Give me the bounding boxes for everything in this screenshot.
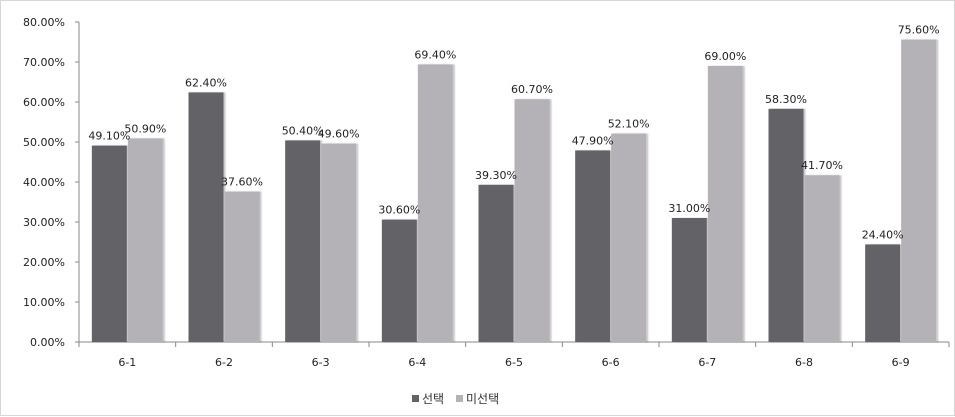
bar-selected [91, 145, 127, 342]
legend-label: 미선택 [466, 392, 499, 406]
x-tick-label: 6-8 [795, 356, 813, 369]
y-tick-label: 0.00% [30, 336, 65, 349]
bar-unselected [707, 66, 743, 342]
data-label: 52.10% [608, 118, 650, 131]
y-tick-label: 40.00% [23, 176, 65, 189]
y-tick-label: 60.00% [23, 96, 65, 109]
data-label: 24.40% [862, 228, 904, 241]
x-tick-label: 6-5 [505, 356, 523, 369]
x-axis: 6-1 6-2 6-3 6-4 6-5 6-6 6-7 6-8 6-9 [78, 341, 950, 369]
bar-selected [478, 184, 514, 342]
data-label: 50.40% [282, 124, 324, 137]
y-axis: 0.00% 10.00% 20.00% 30.00% 40.00% 50.00% 60.00… [23, 16, 80, 349]
x-tick-label: 6-2 [215, 356, 233, 369]
y-tick-label: 10.00% [23, 296, 65, 309]
y-tick-label: 50.00% [23, 136, 65, 149]
data-label: 49.10% [88, 130, 130, 143]
data-label: 39.30% [475, 169, 517, 182]
data-label: 69.40% [414, 48, 456, 61]
bar-selected [671, 218, 707, 342]
bar-unselected [127, 138, 163, 342]
legend-swatch [412, 395, 419, 402]
bar-selected [865, 244, 901, 342]
y-tick-label: 70.00% [23, 56, 65, 69]
data-label: 75.60% [898, 24, 940, 37]
data-label: 49.60% [318, 128, 360, 141]
bar-unselected [417, 64, 453, 343]
data-label: 69.00% [704, 50, 746, 63]
data-label: 30.60% [378, 204, 420, 217]
data-label: 47.90% [572, 134, 614, 147]
data-label: 60.70% [511, 83, 553, 96]
x-tick-label: 6-3 [312, 356, 330, 369]
data-label: 50.90% [124, 122, 166, 135]
data-label: 37.60% [221, 176, 263, 189]
x-tick-label: 6-7 [698, 356, 716, 369]
x-tick-label: 6-1 [118, 356, 136, 369]
bar-selected [188, 92, 224, 343]
data-label: 58.30% [765, 93, 807, 106]
bar-unselected [611, 133, 647, 342]
bar-unselected [804, 175, 840, 342]
x-tick-label: 6-4 [408, 356, 426, 369]
y-tick-label: 80.00% [23, 16, 65, 29]
bar-selected [285, 140, 321, 342]
bar-selected [381, 219, 417, 342]
legend-label: 선택 [422, 392, 444, 406]
y-tick-label: 30.00% [23, 216, 65, 229]
bars [91, 39, 937, 343]
data-label: 31.00% [668, 202, 710, 215]
legend: 선택 미선택 [412, 392, 499, 406]
x-tick-label: 6-9 [892, 356, 910, 369]
bar-selected [768, 108, 804, 342]
bar-unselected [321, 143, 357, 342]
bar-unselected [224, 191, 260, 342]
data-labels: 49.10%50.90% 62.40% 37.60% 50.40%49.60% 30.6… [88, 24, 939, 242]
bar-unselected [514, 99, 550, 342]
data-label: 41.70% [801, 159, 843, 172]
bar-unselected [901, 39, 937, 342]
data-label: 62.40% [185, 76, 227, 89]
x-tick-label: 6-6 [602, 356, 620, 369]
bar-selected [575, 150, 611, 342]
y-tick-label: 20.00% [23, 256, 65, 269]
legend-swatch [456, 395, 463, 402]
